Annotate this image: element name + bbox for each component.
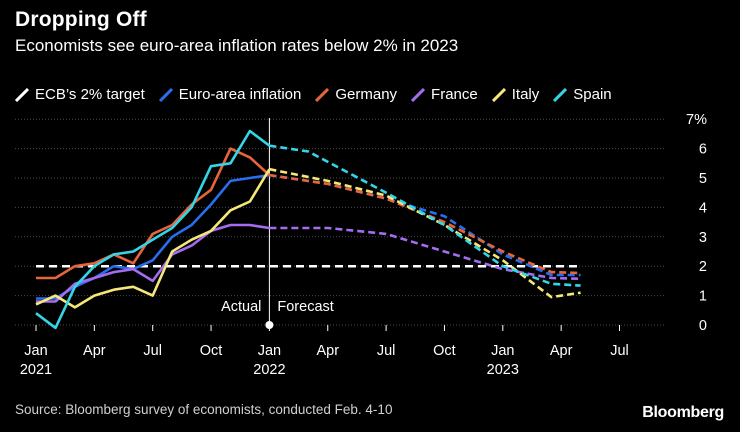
x-tick-label: Jul [377,343,396,359]
x-tick-year: 2023 [487,362,519,378]
y-tick-label: 4 [699,200,707,216]
chart-subtitle: Economists see euro-area inflation rates… [15,36,459,55]
legend-swatch-france [411,87,426,102]
legend-item-germany: Germany [315,86,397,103]
series-forecast-euro [269,173,581,277]
bloomberg-logo: Bloomberg [642,404,724,421]
legend-label-france: France [431,86,478,103]
legend: ECB’s 2% target Euro-area inflation Germ… [15,86,626,103]
x-tick-year: 2022 [253,362,285,378]
legend-swatch-spain [553,87,568,102]
y-tick-label: 6 [699,142,707,158]
x-tick-label: Apr [316,343,339,359]
series-forecast-italy [269,167,581,299]
y-tick-label: 1 [699,289,707,305]
y-tick-label: 3 [699,230,707,246]
series-actual-italy [35,168,271,309]
forecast-label: Forecast [277,299,333,315]
legend-swatch-target [15,87,29,102]
series-actual-spain [35,129,271,330]
legend-label-germany: Germany [335,86,398,103]
series-forecast-spain [269,144,581,287]
x-tick-label: Jul [610,343,629,359]
source-note: Source: Bloomberg survey of economists, … [15,402,393,417]
x-tick-label: Apr [550,343,573,359]
legend-item-italy: Italy [491,86,540,103]
legend-item-euro: Euro-area inflation [158,86,302,103]
x-tick-year: 2021 [20,362,52,378]
chart-title: Dropping Off [15,8,147,31]
series-actual-france [36,223,270,303]
legend-swatch-italy [491,87,506,102]
y-tick-label: 0 [699,318,707,334]
legend-item-france: France [411,86,478,103]
x-tick-label: Oct [200,343,223,359]
legend-swatch-germany [315,87,330,102]
legend-item-spain: Spain [553,86,612,103]
x-tick-label: Apr [83,343,106,359]
x-tick-label: Jul [143,343,162,359]
divider-marker [265,321,274,329]
series-forecast-germany [269,173,581,275]
x-tick-label: Jan [258,343,281,359]
legend-label-target: ECB’s 2% target [35,86,145,103]
series-forecast-france [269,226,581,281]
legend-label-italy: Italy [511,86,540,103]
legend-item-target: ECB’s 2% target [15,86,145,103]
x-tick-label: Oct [433,343,456,359]
legend-label-euro: Euro-area inflation [178,86,302,103]
y-tick-label: 7% [686,112,707,128]
legend-label-spain: Spain [573,86,612,103]
x-tick-label: Jan [491,343,514,359]
actual-label: Actual [221,299,261,315]
x-tick-label: Jan [24,343,47,359]
series-actual-germany [36,147,271,280]
legend-swatch-euro [158,87,173,102]
y-tick-label: 2 [699,259,707,275]
y-tick-label: 5 [699,171,707,187]
